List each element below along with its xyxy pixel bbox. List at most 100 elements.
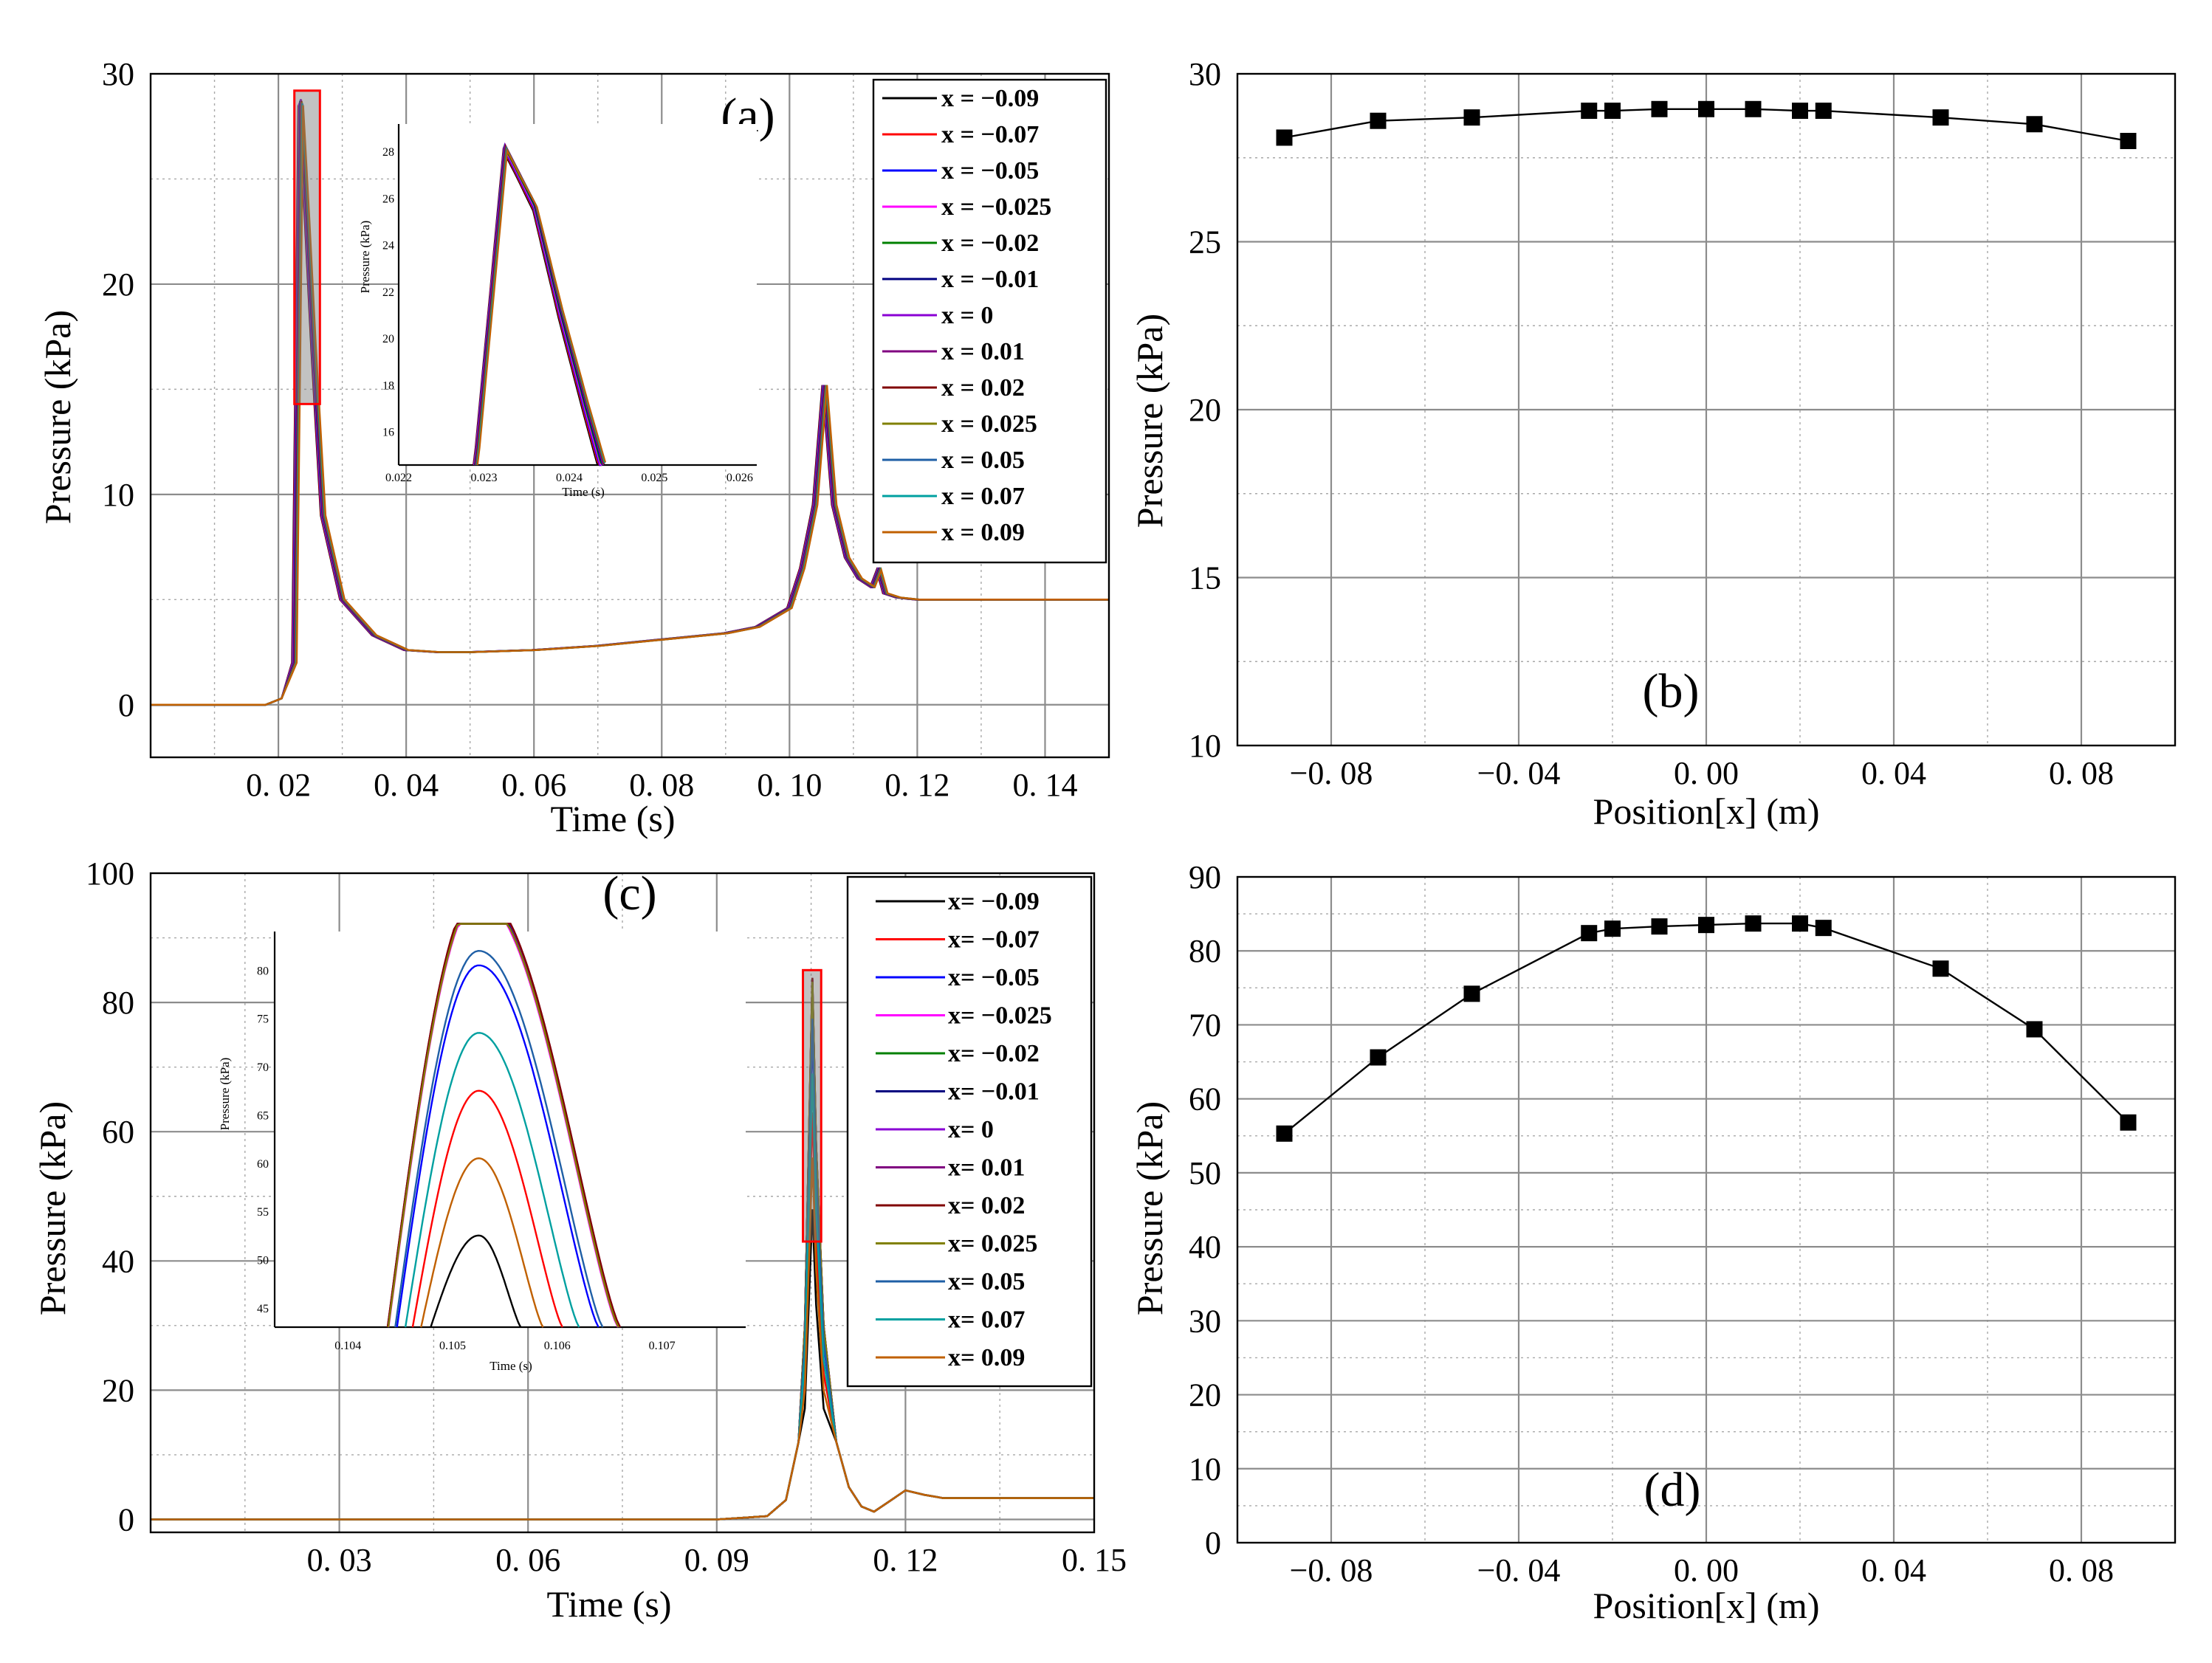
inset-y-tick-label: 22 [382,286,394,299]
legend-label-11: x= 0.07 [948,1306,1025,1334]
legend-label-2: x = −0.05 [941,157,1039,185]
panel-b-ylabel: Pressure (kPa) [1129,314,1170,528]
data-point-marker [1651,100,1668,117]
x-tick-label: 0. 03 [307,1542,372,1578]
inset-x-tick-label: 0.026 [727,472,753,484]
data-point-marker [1604,103,1621,120]
inset-y-tick-label: 28 [382,146,394,159]
data-point-marker [1581,925,1598,942]
data-point-marker [2120,1114,2137,1131]
inset-series-line-0 [430,1234,522,1328]
panel-b-xlabel: Position[x] (m) [1593,791,1820,832]
inset-y-tick-label: 20 [382,333,394,345]
data-point-marker [1651,918,1668,935]
inset-series-line-11 [404,1032,580,1328]
y-tick-label: 25 [1189,224,1221,261]
legend-label-3: x = −0.025 [941,193,1051,221]
panel-a-frame [149,72,1110,759]
legend-label-12: x= 0.09 [948,1344,1025,1371]
legend-label-3: x= −0.025 [948,1002,1052,1030]
data-point-marker [1581,103,1598,120]
inset-y-tick-label: 65 [257,1109,269,1122]
y-tick-label: 80 [1189,933,1221,969]
inset-x-tick-label: 0.107 [649,1340,676,1352]
x-tick-label: 0. 15 [1062,1542,1127,1578]
legend-label-8: x = 0.02 [941,374,1025,402]
legend-label-10: x= 0.05 [948,1268,1025,1295]
panel-d-ticks: −0. 08 −0. 04 0. 00 0. 04 0. 08 0 10 20 30 40 50 60… [1189,859,2114,1588]
series-line-12 [151,105,1109,706]
legend-label-0: x = −0.09 [941,85,1039,112]
panel-a-legend: x = −0.09 x = −0.07 x = −0.05 x = −0.025 x =… [872,78,1107,564]
y-tick-label: 0 [118,687,134,723]
data-point-marker [1815,103,1832,120]
legend-label-12: x = 0.09 [941,519,1025,546]
panel-b-frame [1236,72,2177,747]
panel-d-frame [1236,875,2177,1544]
data-point-marker [1370,112,1387,129]
data-point-marker [1745,915,1762,932]
y-tick-label: 20 [1189,1377,1221,1414]
y-tick-label: 100 [86,855,134,892]
panel-c-series [151,968,1094,1521]
panel-b-tag: (b) [1643,664,1700,718]
panel-a-ticks: 0. 02 0. 04 0. 06 0. 08 0. 10 0. 12 0. 14 0 10 20… [102,56,1077,803]
y-tick-label: 40 [102,1243,134,1279]
data-point-marker [2120,133,2137,149]
inset-xlabel: Time (s) [562,485,604,499]
panel-b-chart: −0. 08 −0. 04 0. 00 0. 04 0. 08 10 15 20 25 30 Po… [1129,56,2177,832]
legend-label-7: x = 0.01 [941,338,1025,365]
y-tick-label: 80 [102,985,134,1021]
legend-label-2: x= −0.05 [948,964,1040,991]
legend-label-6: x= 0 [948,1116,994,1143]
inset-series-line-12 [476,148,606,466]
panel-c-tag: (c) [602,867,656,920]
x-tick-label: 0. 00 [1674,1552,1739,1588]
panel-d-xlabel: Position[x] (m) [1593,1585,1820,1626]
x-tick-label: −0. 04 [1477,1552,1561,1588]
y-tick-label: 20 [102,1372,134,1408]
y-tick-label: 10 [1189,728,1221,764]
panel-c-frame [149,872,1096,1534]
legend-box [846,875,1093,1388]
zoom-highlight-box [802,968,822,1243]
inset-y-tick-label: 45 [257,1303,269,1315]
x-tick-label: 0. 04 [1861,755,1926,791]
data-point-marker [1698,917,1714,934]
y-tick-label: 50 [1189,1155,1221,1191]
y-tick-label: 30 [1189,56,1221,92]
inset-x-tick-label: 0.104 [334,1340,361,1352]
y-tick-label: 20 [1189,392,1221,428]
inset-x-tick-label: 0.025 [641,472,667,484]
x-tick-label: 0. 08 [2049,1552,2114,1588]
legend-label-10: x = 0.05 [941,447,1025,474]
inset-background [399,124,757,465]
x-tick-label: 0. 06 [495,1542,560,1578]
panel-c-xlabel: Time (s) [546,1583,671,1625]
legend-label-11: x = 0.07 [941,483,1025,510]
inset-y-tick-label: 70 [257,1061,269,1074]
data-point-marker [1745,100,1762,117]
inset-y-tick-label: 16 [382,427,394,439]
inset-x-tick-label: 0.023 [470,472,497,484]
y-tick-label: 60 [102,1114,134,1150]
x-tick-label: 0. 12 [873,1542,938,1578]
panel-a-ylabel: Pressure (kPa) [37,310,78,524]
panel-d-series [1276,915,2137,1142]
panel-c-chart: 0. 03 0. 06 0. 09 0. 12 0. 15 0 20 40 60 80 100 Ti… [32,855,1127,1625]
inset-background [275,932,746,1327]
data-point-marker [1932,109,1949,126]
x-tick-label: 0. 08 [629,767,694,803]
panel-c-legend: x= −0.09 x= −0.07 x= −0.05 x= −0.025 x= −0.0… [846,875,1093,1388]
x-tick-label: 0. 08 [2049,755,2114,791]
legend-label-7: x= 0.01 [948,1154,1025,1182]
data-point-marker [1815,920,1832,937]
inset-ylabel: Pressure (kPa) [358,221,372,294]
legend-box [872,78,1107,564]
x-tick-label: 0. 00 [1674,755,1739,791]
legend-label-1: x = −0.07 [941,121,1039,148]
data-point-marker [2026,1021,2043,1038]
legend-label-1: x= −0.07 [948,926,1040,954]
data-point-marker [1698,100,1714,117]
legend-label-6: x = 0 [941,302,993,329]
